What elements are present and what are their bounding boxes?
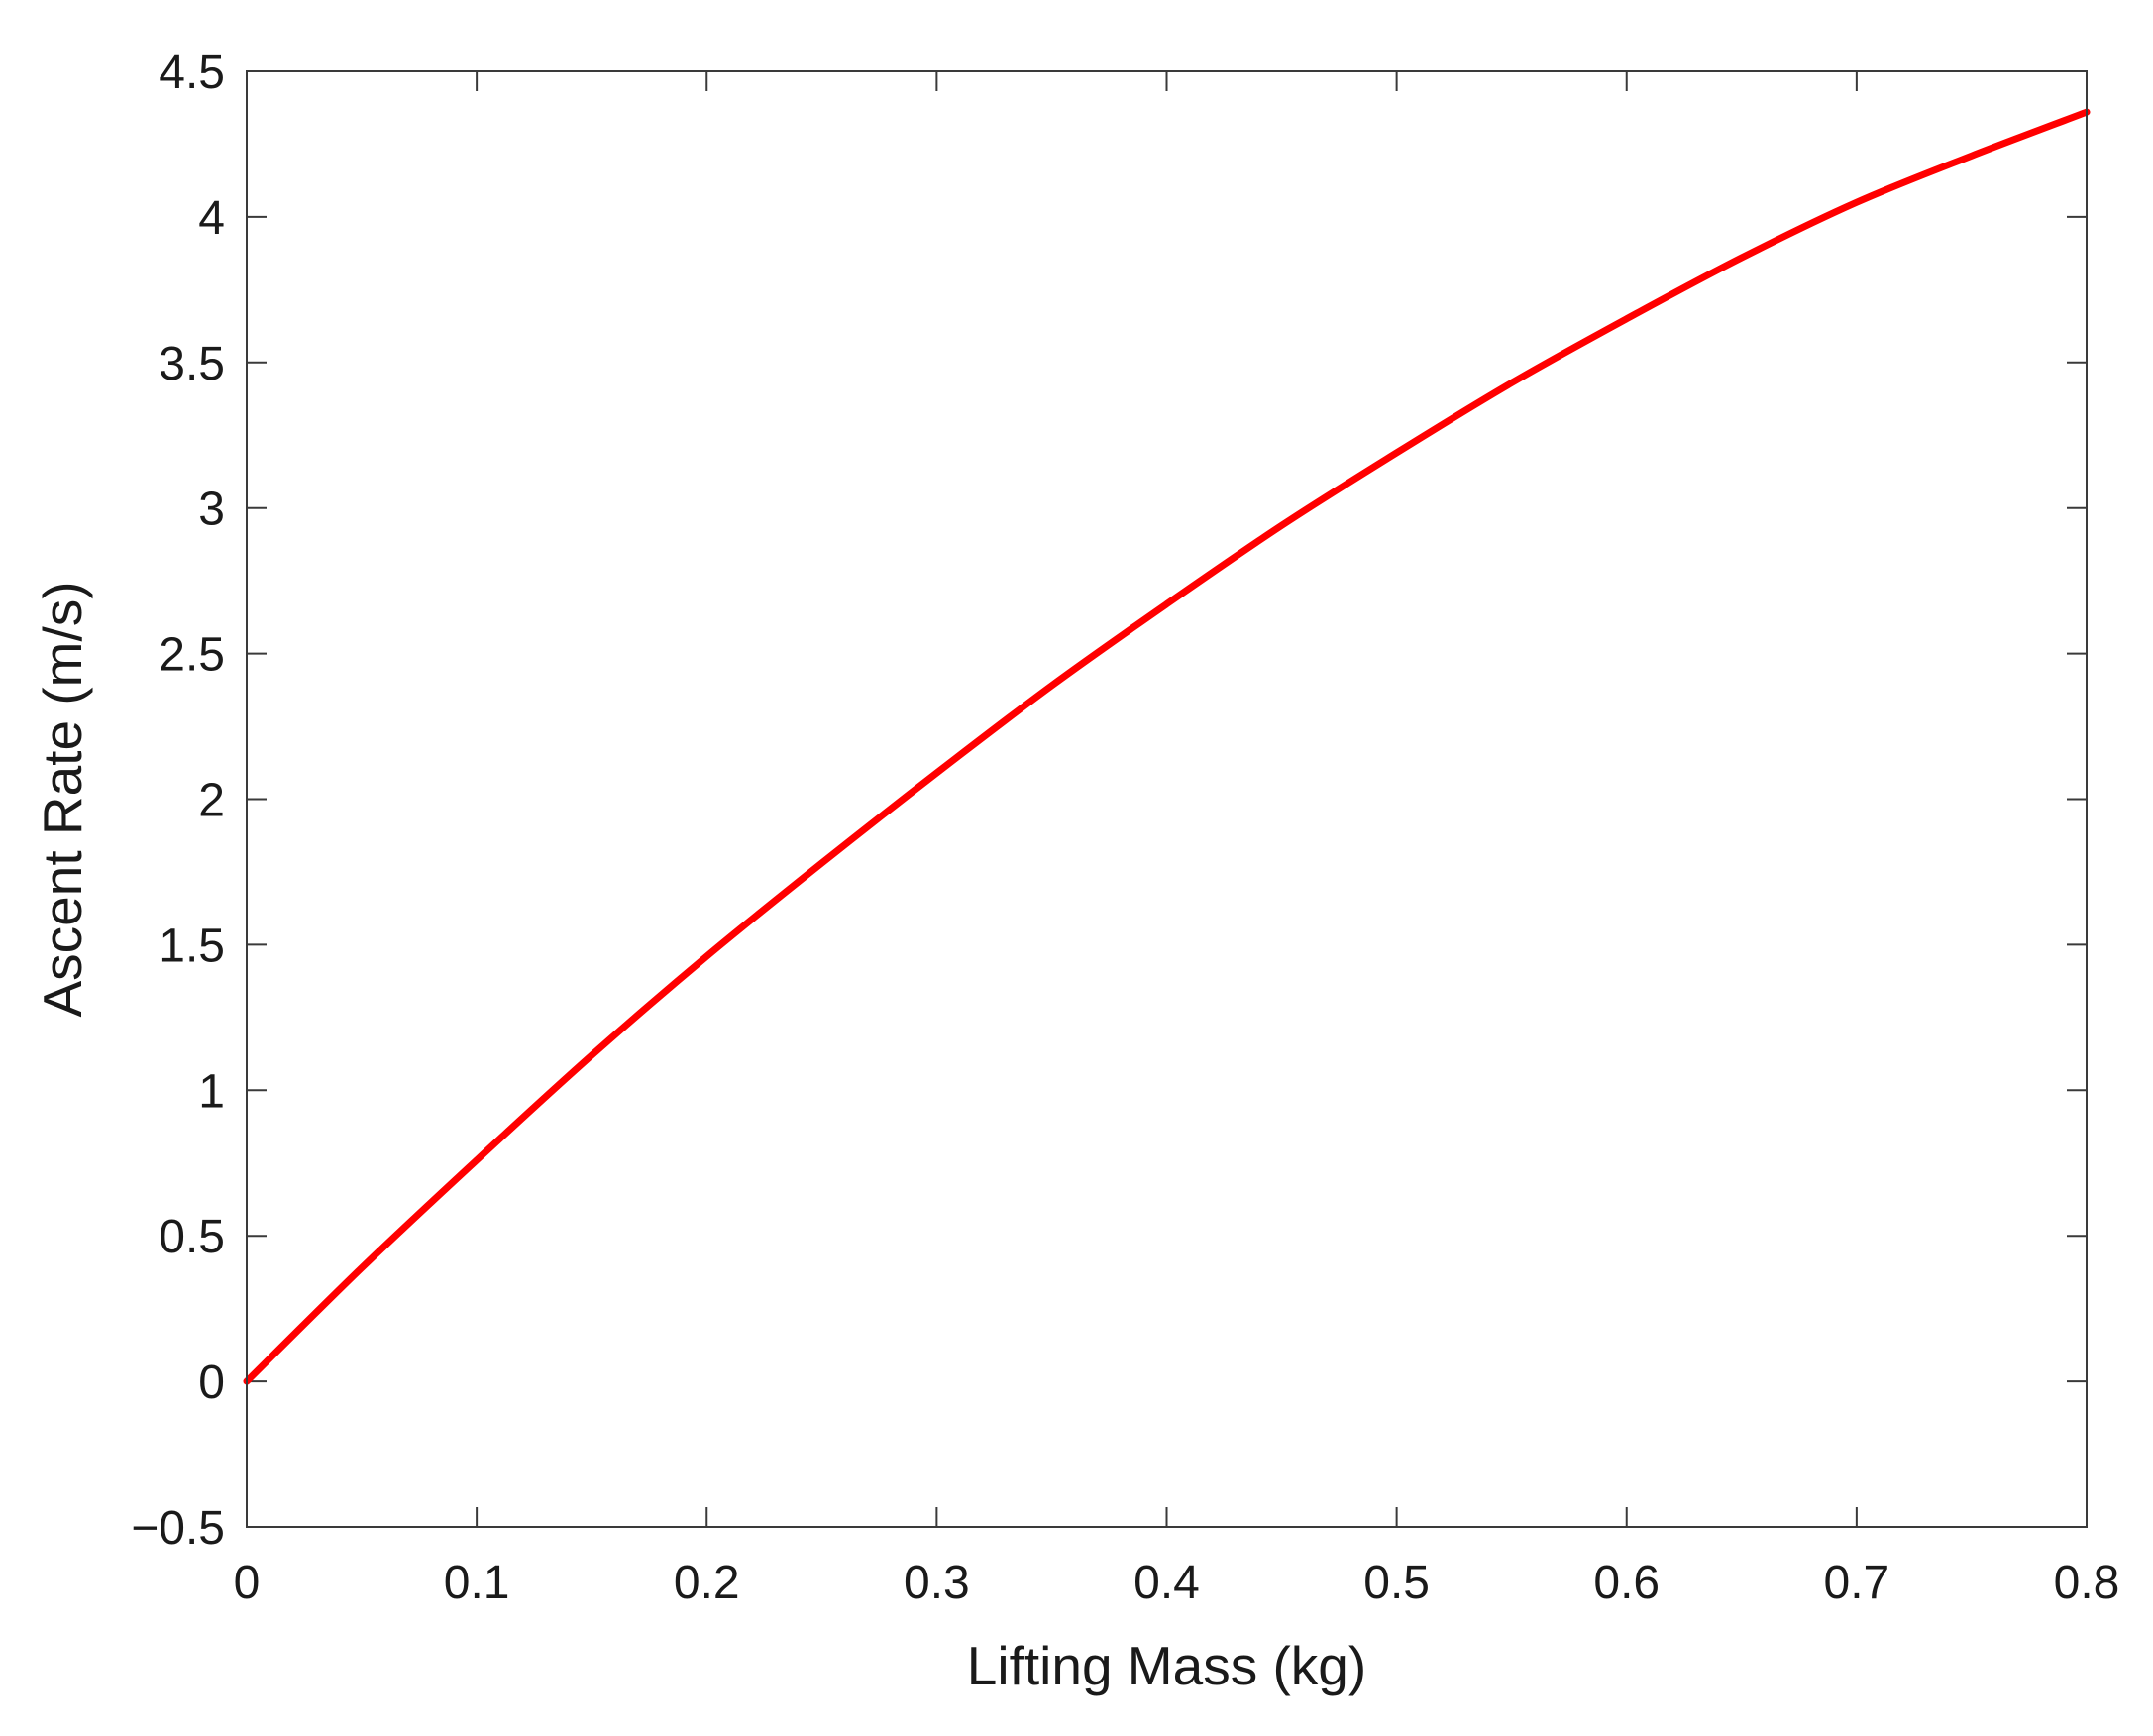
y-axis-title: Ascent Rate (m/s) <box>32 581 93 1017</box>
y-tick-label: 0.5 <box>159 1211 225 1263</box>
x-tick-label: 0.6 <box>1593 1557 1660 1609</box>
y-tick-label: 0 <box>198 1356 225 1409</box>
series-line <box>243 108 2091 1385</box>
y-tick-label: −0.5 <box>131 1502 225 1555</box>
y-tick-label: 1.5 <box>159 920 225 972</box>
y-tick-label: 4.5 <box>159 47 225 99</box>
y-tick-label: 2 <box>198 775 225 827</box>
y-tick-label: 2.5 <box>159 629 225 682</box>
y-tick-label: 4 <box>198 192 225 245</box>
y-tick-label: 1 <box>198 1065 225 1118</box>
x-tick-label: 0.5 <box>1363 1557 1430 1609</box>
x-tick-label: 0.2 <box>674 1557 740 1609</box>
x-tick-label: 0.3 <box>904 1557 970 1609</box>
y-tick-label: 3.5 <box>159 338 225 390</box>
y-tick-labels: −0.5 0 0.5 1 1.5 2 2.5 3 3.5 4 4.5 <box>131 47 225 1555</box>
x-tick-label: 0.8 <box>2054 1557 2120 1609</box>
x-tick-label: 0 <box>234 1557 261 1609</box>
x-tick-label: 0.1 <box>444 1557 510 1609</box>
x-tick-labels: 0 0.1 0.2 0.3 0.4 0.5 0.6 0.7 0.8 <box>234 1557 2120 1609</box>
plot-frame <box>246 70 2088 1528</box>
x-axis-title: Lifting Mass (kg) <box>967 1635 1366 1696</box>
x-tick-label: 0.7 <box>1824 1557 1890 1609</box>
x-tick-label: 0.4 <box>1133 1557 1200 1609</box>
series-layer <box>243 108 2091 1385</box>
y-tick-label: 3 <box>198 484 225 536</box>
